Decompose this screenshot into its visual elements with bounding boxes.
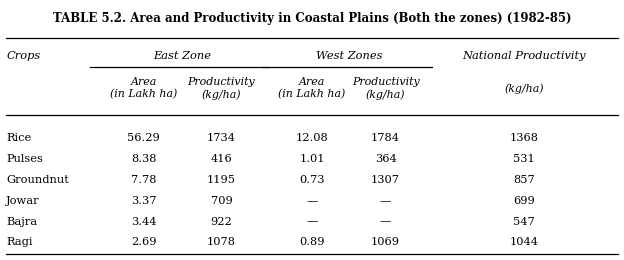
Text: 3.44: 3.44 bbox=[131, 217, 156, 226]
Text: 1368: 1368 bbox=[510, 133, 539, 143]
Text: 1.01: 1.01 bbox=[300, 154, 324, 164]
Text: 3.37: 3.37 bbox=[131, 196, 156, 206]
Text: 1734: 1734 bbox=[207, 133, 236, 143]
Text: 7.78: 7.78 bbox=[131, 175, 156, 185]
Text: 0.73: 0.73 bbox=[300, 175, 324, 185]
Text: Productivity
(kg/ha): Productivity (kg/ha) bbox=[188, 77, 255, 100]
Text: 922: 922 bbox=[211, 217, 232, 226]
Text: Ragi: Ragi bbox=[6, 237, 32, 247]
Text: Productivity
(kg/ha): Productivity (kg/ha) bbox=[352, 77, 419, 100]
Text: Rice: Rice bbox=[6, 133, 31, 143]
Text: 12.08: 12.08 bbox=[296, 133, 328, 143]
Text: 1044: 1044 bbox=[510, 237, 539, 247]
Text: Area
(in Lakh ha): Area (in Lakh ha) bbox=[110, 77, 177, 99]
Text: 416: 416 bbox=[211, 154, 232, 164]
Text: 364: 364 bbox=[375, 154, 396, 164]
Text: 709: 709 bbox=[211, 196, 232, 206]
Text: TABLE 5.2. Area and Productivity in Coastal Plains (Both the zones) (1982-85): TABLE 5.2. Area and Productivity in Coas… bbox=[53, 12, 571, 25]
Text: 1307: 1307 bbox=[371, 175, 400, 185]
Text: Area
(in Lakh ha): Area (in Lakh ha) bbox=[278, 77, 346, 99]
Text: Crops: Crops bbox=[6, 51, 41, 61]
Text: Bajra: Bajra bbox=[6, 217, 37, 226]
Text: 1195: 1195 bbox=[207, 175, 236, 185]
Text: 1784: 1784 bbox=[371, 133, 400, 143]
Text: 531: 531 bbox=[514, 154, 535, 164]
Text: West Zones: West Zones bbox=[316, 51, 382, 61]
Text: 699: 699 bbox=[514, 196, 535, 206]
Text: Pulses: Pulses bbox=[6, 154, 43, 164]
Text: East Zone: East Zone bbox=[154, 51, 212, 61]
Text: 0.89: 0.89 bbox=[300, 237, 324, 247]
Text: 2.69: 2.69 bbox=[131, 237, 156, 247]
Text: 547: 547 bbox=[514, 217, 535, 226]
Text: Jowar: Jowar bbox=[6, 196, 40, 206]
Text: Groundnut: Groundnut bbox=[6, 175, 69, 185]
Text: 8.38: 8.38 bbox=[131, 154, 156, 164]
Text: 56.29: 56.29 bbox=[127, 133, 160, 143]
Text: 1069: 1069 bbox=[371, 237, 400, 247]
Text: National Productivity: National Productivity bbox=[462, 51, 586, 61]
Text: —: — bbox=[380, 217, 391, 226]
Text: 857: 857 bbox=[514, 175, 535, 185]
Text: (kg/ha): (kg/ha) bbox=[504, 83, 544, 94]
Text: 1078: 1078 bbox=[207, 237, 236, 247]
Text: —: — bbox=[306, 217, 318, 226]
Text: —: — bbox=[380, 196, 391, 206]
Text: —: — bbox=[306, 196, 318, 206]
